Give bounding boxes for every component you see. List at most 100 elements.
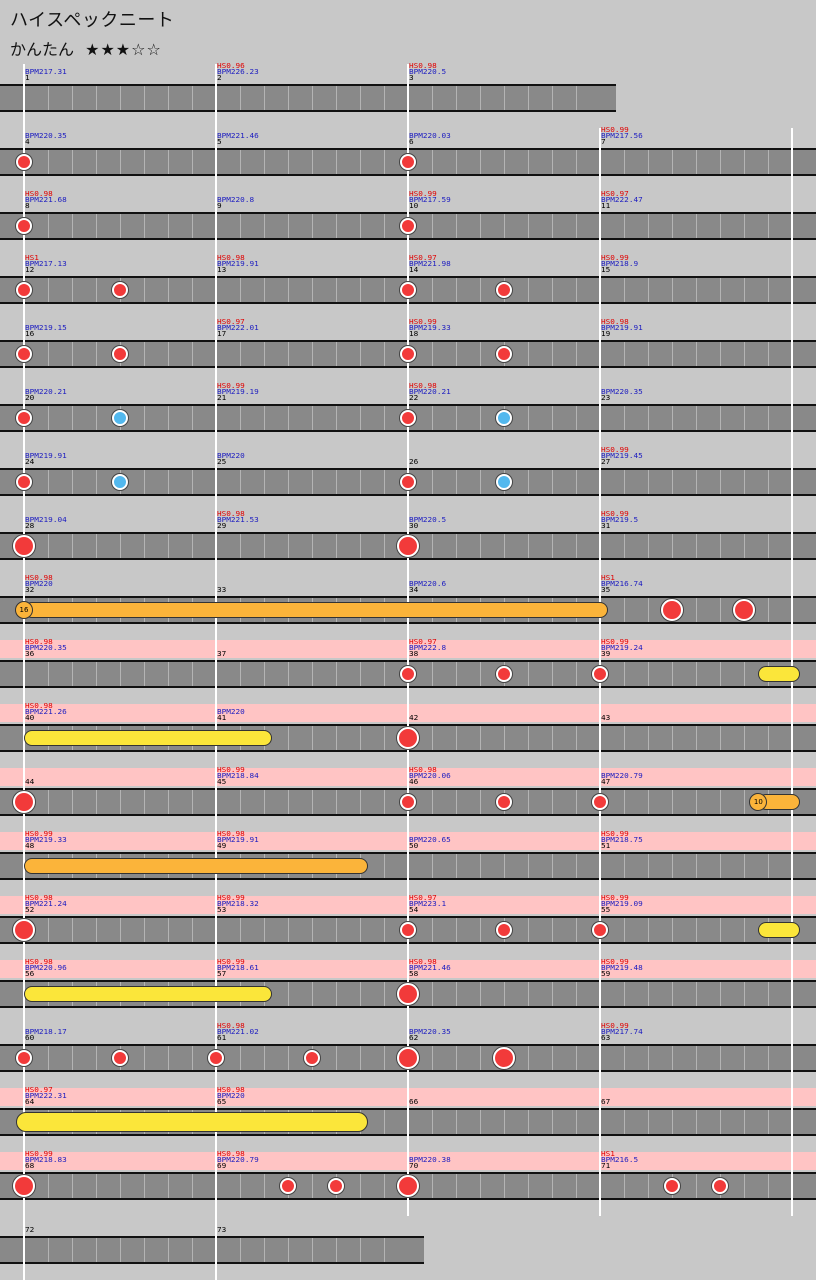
beat-line [48,278,49,302]
scroll-speed-label: HS0.98 [25,702,53,710]
measure-number: 70 [409,1162,419,1170]
bar-line [23,64,25,128]
big-drumroll [24,858,368,874]
beat-line [384,214,385,238]
beat-line [576,150,577,174]
bar-line [215,320,217,384]
beat-line [624,982,625,1006]
beat-line [696,918,697,942]
don-note [16,1050,32,1066]
beat-line [648,854,649,878]
note-track [0,84,616,112]
beat-line [432,1110,433,1134]
don-note [16,154,32,170]
beat-line [264,790,265,814]
scroll-speed-label: HS0.98 [217,510,245,518]
beat-line [744,854,745,878]
beat-line [264,1238,265,1262]
measure-number: 31 [601,522,611,530]
beat-line [336,662,337,686]
drumroll [24,730,272,746]
beat-line [72,470,73,494]
beat-line [672,150,673,174]
beat-line [168,214,169,238]
beat-line [120,86,121,110]
beat-line [576,662,577,686]
beat-line [240,662,241,686]
beat-line [624,726,625,750]
beat-line [360,86,361,110]
song-title: ハイスペックニート [10,10,175,31]
measure-number: 4 [25,138,30,146]
chart-row: BPM220.21 20 HS0.99 BPM219.19 21 HS0.98 BPM220… [0,383,816,448]
beat-line [768,982,769,1006]
beat-line [48,918,49,942]
big-don-note [397,1047,419,1069]
beat-line [312,278,313,302]
beat-line [768,470,769,494]
beat-line [696,150,697,174]
scroll-speed-label: HS0.98 [409,62,437,70]
beat-line [432,342,433,366]
chart-row: HS0.97 BPM222.31 64 HS0.98 BPM220 65 66 67 [0,1086,816,1152]
beat-line [744,662,745,686]
beat-line [312,342,313,366]
beat-line [504,726,505,750]
beat-line [264,278,265,302]
beat-line [312,918,313,942]
bpm-label: BPM219.15 [25,324,67,332]
ka-note [112,410,128,426]
beat-line [504,534,505,558]
bar-line [791,832,793,896]
scroll-speed-label: HS0.98 [217,1086,245,1094]
bpm-label: BPM219.5 [601,516,639,524]
beat-line [360,278,361,302]
beat-line [240,406,241,430]
bpm-label: BPM219.33 [25,836,67,844]
beat-line [432,918,433,942]
beat-line [288,1238,289,1262]
beat-line [312,150,313,174]
beat-line [552,86,553,110]
bpm-label: BPM220.65 [409,836,451,844]
beat-line [552,214,553,238]
scroll-speed-label: HS0.96 [217,62,245,70]
scroll-speed-label: HS0.98 [217,254,245,262]
beat-line [288,534,289,558]
measure-number: 42 [409,714,419,722]
beat-line [744,534,745,558]
beat-line [96,790,97,814]
chart-row: HS0.98 BPM220 32 33 BPM220.6 34 HS1 BPM216.74 35… [0,575,816,640]
chart-row: BPM219.91 24 BPM220 25 26 HS0.99 BPM219.45 27 [0,447,816,512]
beat-line [360,662,361,686]
beat-line [768,278,769,302]
don-note [328,1178,344,1194]
bpm-label: BPM223.1 [409,900,447,908]
measure-number: 47 [601,778,611,786]
beat-line [552,1046,553,1070]
bar-line [407,64,409,128]
beat-line [720,534,721,558]
beat-line [456,1174,457,1198]
big-don-note [13,919,35,941]
scroll-speed-label: HS0.98 [409,958,437,966]
scroll-speed-label: HS0.99 [601,254,629,262]
beat-line [144,1046,145,1070]
beat-line [456,406,457,430]
beat-line [288,470,289,494]
bar-line [23,1216,25,1280]
beat-line [72,214,73,238]
chart-row: BPM217.31 1 HS0.96 BPM226.23 2 HS0.98 BPM220.5… [0,62,816,128]
bar-line [215,384,217,448]
bpm-label: BPM221.26 [25,708,67,716]
don-note [112,346,128,362]
beat-line [168,406,169,430]
beat-line [552,854,553,878]
bpm-label: BPM220.6 [409,580,447,588]
beat-line [480,854,481,878]
beat-line [360,470,361,494]
beat-line [624,662,625,686]
measure-number: 1 [25,74,30,82]
scroll-speed-label: HS0.98 [217,830,245,838]
beat-line [696,1110,697,1134]
